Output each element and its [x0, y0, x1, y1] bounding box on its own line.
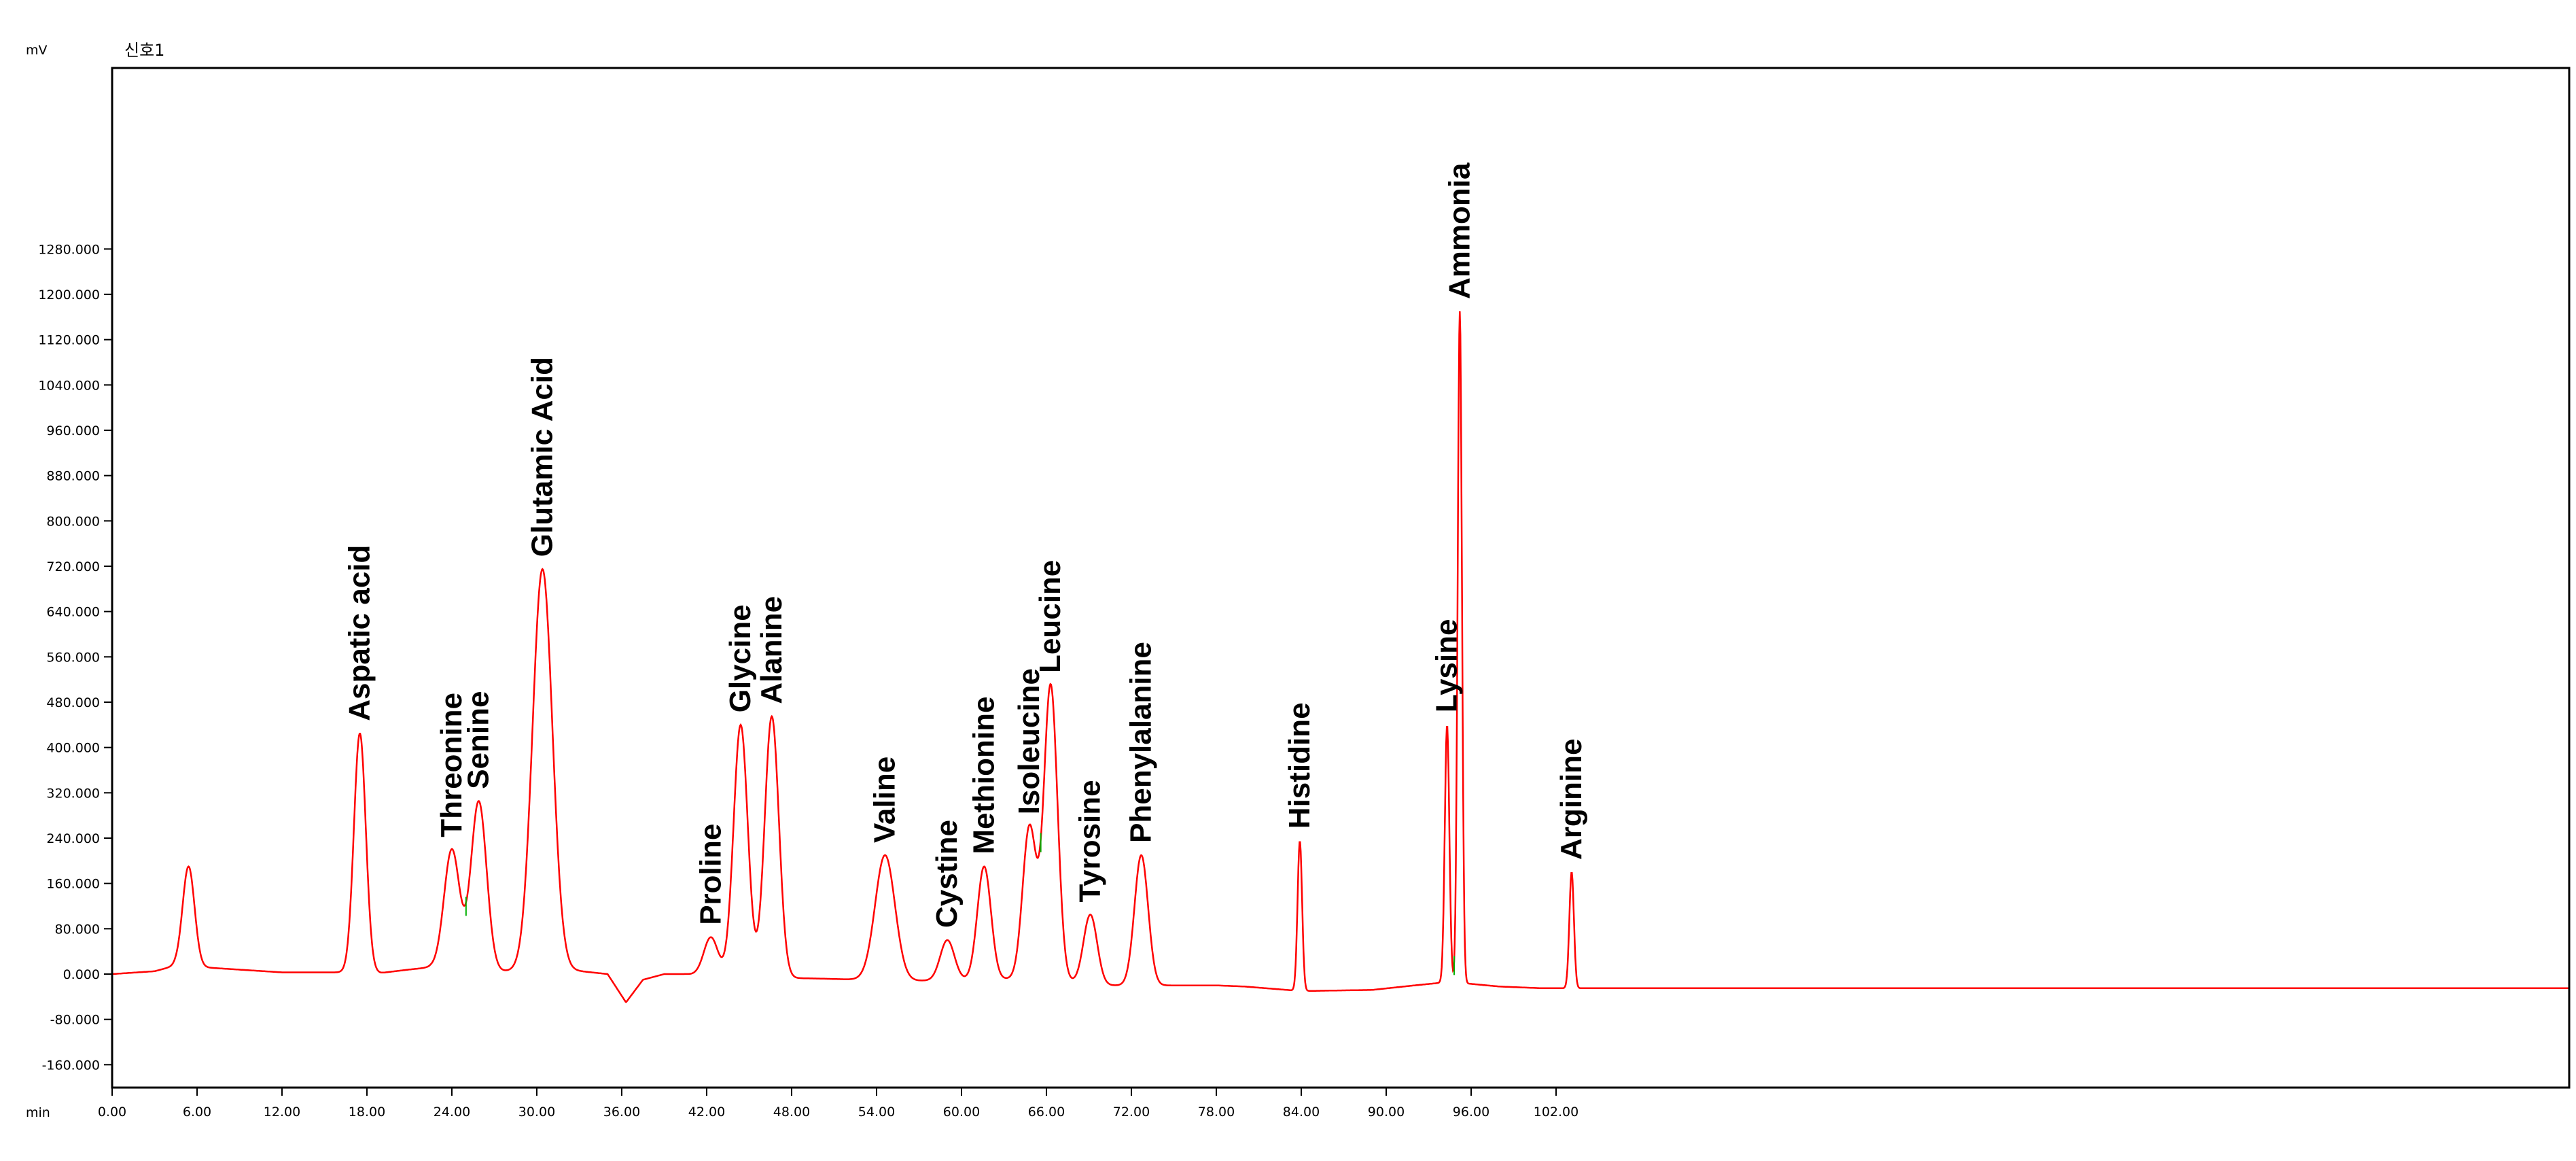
peak-label: Lysine — [1430, 619, 1464, 713]
y-tick-label: -80.000 — [50, 1013, 100, 1028]
y-axis-ticks: -160.000 -80.000 0.000 80.000 160.000 240.000… — [38, 242, 112, 1073]
y-tick-label: 960.000 — [46, 423, 100, 438]
x-tick-label: 0.00 — [98, 1105, 126, 1120]
x-tick-label: 78.00 — [1198, 1105, 1235, 1120]
x-tick-label: 48.00 — [773, 1105, 810, 1120]
y-tick-label: 560.000 — [46, 650, 100, 665]
x-tick-label: 36.00 — [603, 1105, 640, 1120]
x-tick-label: 54.00 — [858, 1105, 895, 1120]
peak-label: Ammonia — [1443, 162, 1476, 299]
x-tick-label: 12.00 — [264, 1105, 300, 1120]
x-tick-label: 6.00 — [183, 1105, 211, 1120]
x-tick-label: 24.00 — [434, 1105, 470, 1120]
peak-label: Tyrosine — [1074, 780, 1107, 902]
x-tick-label: 90.00 — [1368, 1105, 1405, 1120]
y-tick-label: 400.000 — [46, 741, 100, 756]
plot-frame — [111, 67, 2571, 1089]
x-tick-label: 42.00 — [688, 1105, 725, 1120]
y-tick-label: 320.000 — [46, 786, 100, 801]
peak-label: Proline — [694, 824, 727, 925]
peak-label: Glutamic Acid — [525, 357, 559, 557]
x-tick-label: 66.00 — [1028, 1105, 1065, 1120]
peak-label: Cystine — [930, 820, 964, 928]
x-axis-ticks: 0.00 6.00 12.00 18.00 24.00 30.00 36.00 42.00 48… — [98, 1088, 1578, 1120]
y-tick-label: 1040.000 — [38, 378, 100, 393]
y-tick-label: -160.000 — [42, 1058, 100, 1073]
y-tick-label: 640.000 — [46, 605, 100, 620]
peak-label: Glycine — [724, 604, 757, 712]
y-tick-label: 0.000 — [63, 967, 100, 982]
y-tick-label: 480.000 — [46, 695, 100, 710]
peak-label: Arginine — [1555, 739, 1588, 860]
y-tick-label: 1280.000 — [38, 242, 100, 257]
peak-label: Senine — [462, 691, 495, 789]
y-tick-label: 1200.000 — [38, 288, 100, 302]
x-tick-label: 18.00 — [349, 1105, 385, 1120]
peak-label: Valine — [868, 757, 902, 843]
peak-label: Aspatic acid — [343, 545, 376, 721]
x-tick-label: 60.00 — [943, 1105, 980, 1120]
peak-label: Alanine — [755, 596, 788, 704]
integration-markers — [465, 833, 1455, 975]
peak-label: Leucine — [1034, 560, 1067, 673]
x-unit-label: min — [26, 1105, 50, 1120]
y-unit-label: mV — [26, 43, 48, 58]
x-tick-label: 72.00 — [1113, 1105, 1150, 1120]
y-tick-label: 80.000 — [55, 922, 100, 937]
x-tick-label: 102.00 — [1534, 1105, 1578, 1120]
x-tick-label: 30.00 — [518, 1105, 555, 1120]
y-tick-label: 160.000 — [46, 877, 100, 892]
x-tick-label: 84.00 — [1283, 1105, 1320, 1120]
x-tick-label: 96.00 — [1453, 1105, 1489, 1120]
y-tick-label: 720.000 — [46, 559, 100, 574]
peak-label: Isoleucine — [1012, 668, 1046, 814]
y-tick-label: 1120.000 — [38, 333, 100, 348]
chromatogram-trace — [111, 311, 2569, 1003]
peak-label: Phenylalanine — [1125, 642, 1158, 843]
y-tick-label: 880.000 — [46, 469, 100, 484]
peak-label: Methionine — [967, 696, 1000, 854]
signal-label: 신호1 — [124, 41, 164, 60]
peak-label: Histidine — [1283, 702, 1316, 829]
y-tick-label: 800.000 — [46, 514, 100, 529]
peak-label: Threonine — [435, 693, 468, 837]
y-tick-label: 240.000 — [46, 831, 100, 846]
